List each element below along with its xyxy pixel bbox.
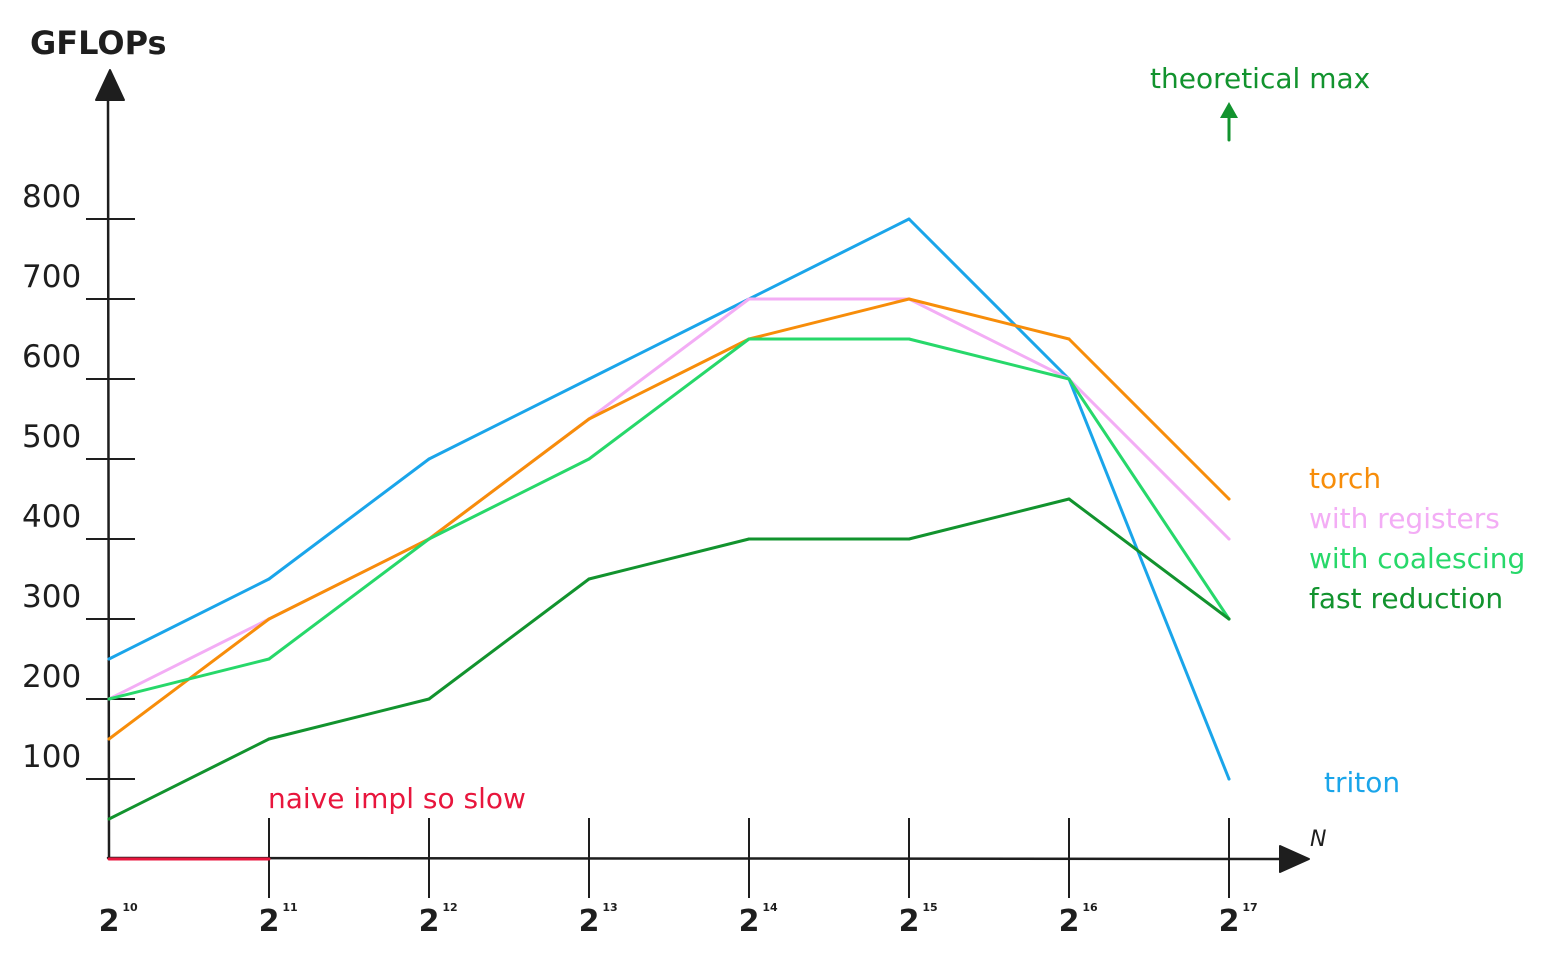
point-triton <box>107 657 111 661</box>
legend-fast-reduction: fast reduction <box>1309 582 1503 615</box>
point-fast-reduction <box>427 697 431 701</box>
x-tick-base: 2 <box>259 904 280 939</box>
x-tick-base: 2 <box>899 904 920 939</box>
x-axis-arrowhead <box>1279 845 1310 873</box>
point-with-coalescing <box>427 537 431 541</box>
y-tick-label: 700 <box>22 259 81 295</box>
x-tick-exponent: 16 <box>1082 901 1098 914</box>
x-tick-exponent: 15 <box>922 901 937 914</box>
point-fast-reduction <box>747 537 751 541</box>
x-axis-line <box>106 856 1287 861</box>
point-with-registers <box>747 297 751 301</box>
point-triton <box>587 377 591 381</box>
point-with-coalescing <box>1067 377 1071 381</box>
series-line-torch <box>107 297 1231 741</box>
theoretical-max-label: theoretical max <box>1150 62 1370 95</box>
x-tick-exponent: 11 <box>282 901 297 914</box>
x-tick-exponent: 13 <box>602 901 617 914</box>
point-torch <box>267 617 271 621</box>
point-triton <box>1227 777 1231 781</box>
point-torch <box>1067 337 1071 341</box>
point-torch <box>587 417 591 421</box>
x-tick-base: 2 <box>579 904 600 939</box>
legend: torch with registers with coalescing fast r… <box>1309 462 1525 799</box>
series-line-triton <box>107 217 1231 781</box>
y-tick-label: 500 <box>22 419 81 455</box>
point-with-coalescing <box>587 457 591 461</box>
legend-triton: triton <box>1324 766 1400 799</box>
point-fast-reduction <box>907 537 911 541</box>
point-with-coalescing <box>907 337 911 341</box>
x-tick-base: 2 <box>1059 904 1080 939</box>
point-with-coalescing <box>747 337 751 341</box>
point-torch <box>907 297 911 301</box>
y-tick-label: 200 <box>22 659 81 695</box>
axes <box>95 69 1310 873</box>
series-line-with-coalescing <box>107 337 1231 701</box>
point-triton <box>907 217 911 221</box>
x-axis-title: N <box>1310 827 1326 852</box>
point-torch <box>1227 497 1231 501</box>
x-ticks: 2 10 2 11 2 12 2 13 2 14 2 15 2 16 2 17 <box>99 818 1258 939</box>
x-tick-exponent: 14 <box>762 901 778 914</box>
x-tick-base: 2 <box>1219 904 1240 939</box>
y-axis-title: GFLOPs <box>30 24 167 62</box>
y-tick-label: 100 <box>22 739 81 775</box>
y-axis-arrowhead <box>95 69 125 101</box>
x-tick-exponent: 12 <box>442 901 457 914</box>
point-triton <box>267 577 271 581</box>
legend-with-coalescing: with coalescing <box>1309 542 1525 575</box>
naive-annotation: naive impl so slow <box>107 782 526 861</box>
series-line-with-registers <box>107 297 1231 701</box>
y-tick-label: 600 <box>22 339 81 375</box>
y-tick-label: 300 <box>22 579 81 615</box>
point-fast-reduction <box>1227 617 1231 621</box>
y-ticks: 100 200 300 400 500 600 700 800 <box>22 179 135 780</box>
theoretical-max-annotation: theoretical max <box>1150 62 1370 142</box>
x-tick-base: 2 <box>739 904 760 939</box>
point-with-coalescing <box>267 657 271 661</box>
x-tick-base: 2 <box>99 904 120 939</box>
point-triton <box>427 457 431 461</box>
y-tick-label: 800 <box>22 179 81 215</box>
point-fast-reduction <box>587 577 591 581</box>
legend-torch: torch <box>1309 462 1381 495</box>
point-with-coalescing <box>107 697 111 701</box>
y-axis-line <box>106 95 111 860</box>
series-line-fast-reduction <box>107 497 1231 821</box>
point-fast-reduction <box>107 817 111 821</box>
naive-impl-label: naive impl so slow <box>268 782 526 815</box>
x-tick-base: 2 <box>419 904 440 939</box>
series-lines <box>107 217 1231 821</box>
point-with-registers <box>1227 537 1231 541</box>
x-tick-exponent: 10 <box>122 901 138 914</box>
point-fast-reduction <box>267 737 271 741</box>
x-tick-exponent: 17 <box>1242 901 1257 914</box>
y-tick-label: 400 <box>22 499 81 535</box>
point-torch <box>107 737 111 741</box>
up-arrowhead <box>1220 102 1238 118</box>
legend-with-registers: with registers <box>1309 502 1500 535</box>
point-fast-reduction <box>1067 497 1071 501</box>
